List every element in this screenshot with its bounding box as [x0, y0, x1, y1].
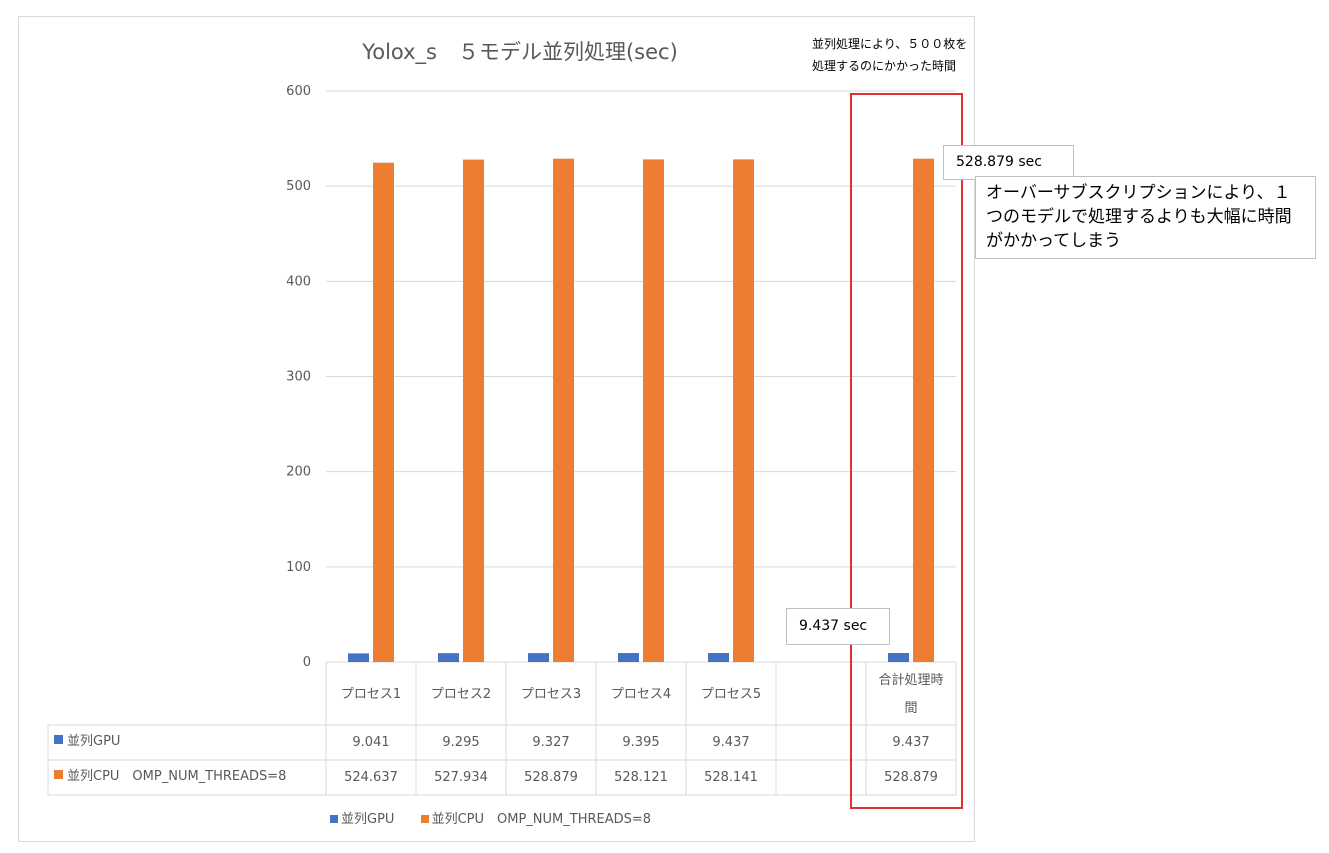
x-tick-label: 合計処理時	[878, 672, 943, 688]
y-tick-label: 400	[286, 274, 311, 289]
oversubscription-callout: オーバーサブスクリプションにより、１つのモデルで処理するよりも大幅に時間がかかっ…	[975, 176, 1316, 259]
x-tick-label: プロセス3	[521, 687, 581, 702]
bar	[913, 158, 934, 663]
table-cell-value: 9.295	[442, 735, 479, 750]
top-note-line1: 並列処理により、５００枚を	[812, 37, 968, 51]
y-tick-label: 300	[286, 370, 311, 385]
legend-label-cpu: 並列CPU OMP_NUM_THREADS=8	[431, 812, 652, 827]
bar	[618, 653, 639, 662]
x-tick-label: プロセス5	[701, 687, 761, 702]
table-series-name: 並列CPU OMP_NUM_THREADS=8	[67, 769, 286, 784]
bar	[643, 159, 664, 662]
table-legend-key	[54, 735, 63, 744]
table-cell-value: 9.395	[622, 735, 659, 750]
legend-item-cpu: 並列CPU OMP_NUM_THREADS=8	[420, 812, 652, 827]
table-cell-value: 528.879	[884, 770, 938, 785]
table-cell-value: 528.879	[524, 770, 578, 785]
legend-swatch-gpu	[330, 815, 338, 823]
bar	[888, 653, 909, 662]
y-tick-label: 200	[286, 465, 311, 480]
bar	[373, 162, 394, 662]
bar	[438, 653, 459, 662]
chart-title: Yolox_s ５モデル並列処理(sec)	[362, 40, 678, 64]
legend-swatch-cpu	[420, 815, 429, 823]
x-tick-label: プロセス4	[611, 687, 671, 702]
gpu-callout: 9.437 sec	[786, 608, 890, 645]
bar	[463, 159, 484, 662]
table-cell-value: 527.934	[434, 770, 488, 785]
table-cell-value: 524.637	[344, 770, 398, 785]
table-cell-value: 9.327	[532, 735, 569, 750]
top-note-line2: 処理するのにかかった時間	[812, 59, 957, 73]
x-tick-label: 間	[904, 701, 917, 716]
table-cell-value: 9.041	[352, 735, 389, 750]
bar	[348, 653, 369, 662]
table-series-name: 並列GPU	[67, 734, 120, 749]
y-tick-label: 500	[286, 179, 311, 194]
y-tick-label: 0	[303, 655, 311, 670]
legend-label-gpu: 並列GPU	[341, 812, 395, 827]
legend-item-gpu: 並列GPU	[330, 812, 399, 827]
top-note: 並列処理により、５００枚を 処理するのにかかった時間	[812, 33, 967, 77]
table-cell-value: 528.141	[704, 770, 758, 785]
chart-area	[18, 16, 975, 842]
total-highlight-box	[850, 93, 963, 809]
x-tick-label: プロセス1	[341, 687, 401, 702]
bar	[733, 159, 754, 663]
x-tick-label: プロセス2	[431, 687, 491, 702]
total-callout: 528.879 sec	[943, 145, 1074, 180]
y-tick-label: 600	[286, 84, 311, 99]
bar	[553, 158, 574, 663]
bar	[708, 653, 729, 662]
table-cell-value: 9.437	[712, 735, 749, 750]
legend: 並列GPU 並列CPU OMP_NUM_THREADS=8	[330, 808, 651, 827]
y-tick-label: 100	[286, 560, 311, 575]
table-cell-value: 9.437	[892, 735, 929, 750]
table-cell-value: 528.121	[614, 770, 668, 785]
table-legend-key	[54, 770, 63, 779]
bar	[528, 653, 549, 662]
